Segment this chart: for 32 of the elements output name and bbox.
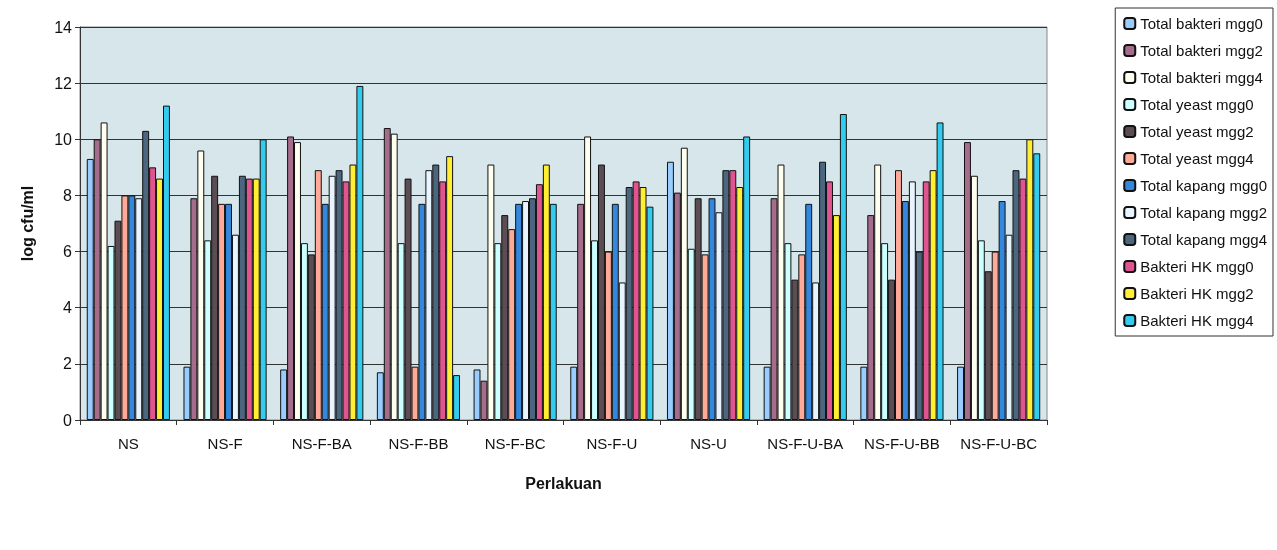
legend-label: Total kapang mgg4 [1140,231,1268,248]
y-axis-title: log cfu/ml [18,185,36,262]
x-tick-label: NS-F-U-BC [960,435,1038,452]
legend-label: Bakteri HK mgg2 [1140,285,1254,302]
legend-label: Total kapang mgg0 [1140,177,1268,194]
y-tick-label: 0 [63,411,73,429]
legend-label: Total bakteri mgg4 [1140,69,1263,86]
x-tick-label: NS-F-BB [388,435,449,452]
legend-label: Total bakteri mgg0 [1140,15,1263,32]
x-tick-label: NS-F-U [586,435,638,452]
y-tick-label: 2 [63,355,73,373]
y-tick-label: 14 [54,18,73,36]
y-tick-label: 8 [63,186,73,204]
legend-label: Total bakteri mgg2 [1140,42,1263,59]
x-tick-label: NS-F-U-BA [767,435,844,452]
x-axis-title: Perlakuan [525,474,602,492]
legend-label: Total kapang mgg2 [1140,204,1268,221]
legend-label: Total yeast mgg2 [1140,123,1254,140]
y-tick-label: 10 [54,130,73,148]
y-tick-label: 6 [63,243,73,261]
x-tick-label: NS-U [690,435,727,452]
legend-label: Total yeast mgg4 [1140,150,1254,167]
x-tick-label: NS-F-BC [484,435,546,452]
y-tick-label: 12 [54,74,73,92]
x-tick-label: NS-F-U-BB [864,435,940,452]
y-tick-label: 4 [63,299,73,317]
x-tick-label: NS-F-BA [291,435,352,452]
legend-label: Bakteri HK mgg0 [1140,258,1254,275]
x-tick-label: NS [117,435,139,452]
x-tick-label: NS-F [207,435,243,452]
legend-label: Total yeast mgg0 [1140,96,1254,113]
legend-label: Bakteri HK mgg4 [1140,312,1254,329]
